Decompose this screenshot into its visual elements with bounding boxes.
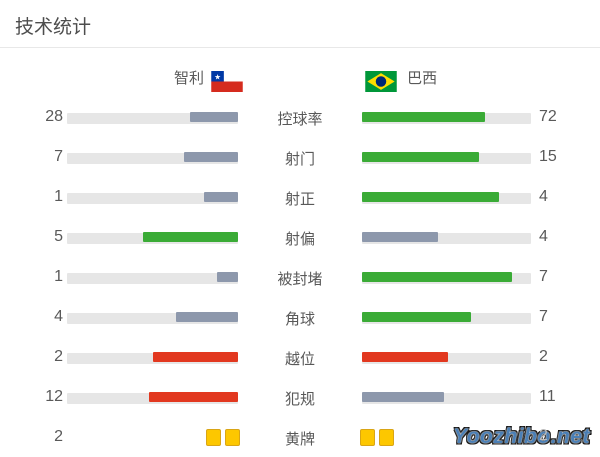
svg-text:★: ★ xyxy=(214,72,221,81)
